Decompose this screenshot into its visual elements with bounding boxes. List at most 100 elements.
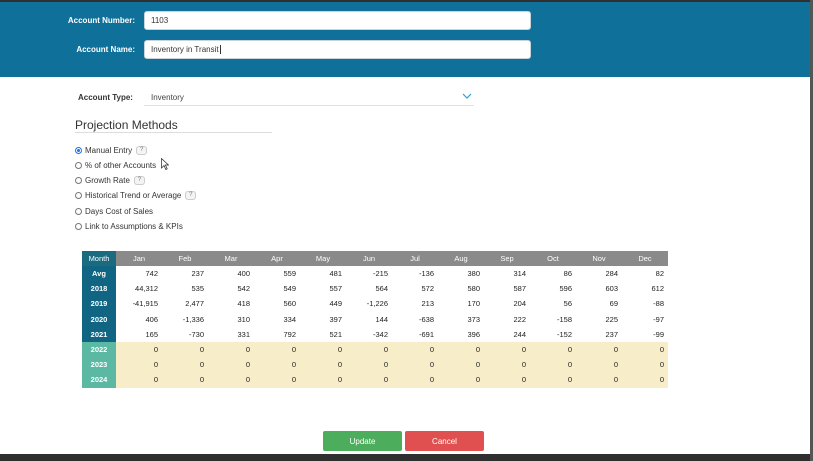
- value-cell[interactable]: 0: [392, 357, 438, 373]
- update-button[interactable]: Update: [323, 431, 402, 451]
- value-cell[interactable]: 0: [484, 357, 530, 373]
- row-year-label: 2019: [82, 296, 116, 312]
- value-cell[interactable]: 0: [438, 357, 484, 373]
- account-name-label: Account Name:: [76, 45, 135, 54]
- value-cell: 612: [651, 284, 664, 294]
- column-header-jan: Jan: [116, 251, 162, 266]
- value-cell: 596: [559, 284, 572, 294]
- help-icon[interactable]: ?: [133, 175, 145, 185]
- value-cell[interactable]: 0: [116, 357, 162, 373]
- value-cell: 560: [283, 299, 296, 309]
- value-cell: 564: [375, 284, 388, 294]
- account-number-input[interactable]: 1103: [144, 11, 531, 30]
- radio-button[interactable]: [75, 161, 82, 169]
- value-cell[interactable]: 0: [392, 341, 438, 358]
- text-caret: [219, 45, 221, 54]
- value-cell[interactable]: 0: [484, 372, 530, 388]
- value-cell[interactable]: 0: [254, 357, 300, 373]
- value-cell: 406: [145, 314, 158, 324]
- value-cell[interactable]: 0: [576, 357, 622, 373]
- value-cell: 400: [237, 269, 250, 279]
- radio-button[interactable]: [75, 146, 82, 154]
- value-cell: 549: [283, 284, 296, 294]
- radio-button[interactable]: [75, 176, 82, 184]
- method-growth-rate[interactable]: Growth Rate ?: [75, 174, 145, 186]
- value-cell[interactable]: 0: [300, 341, 346, 358]
- value-cell[interactable]: 0: [576, 341, 622, 358]
- value-cell[interactable]: 0: [254, 372, 300, 388]
- value-cell[interactable]: 0: [162, 357, 208, 373]
- value-cell: 213: [421, 299, 434, 309]
- value-cell[interactable]: 0: [346, 341, 392, 358]
- method-manual-entry[interactable]: Manual Entry ?: [75, 144, 148, 156]
- value-cell: 170: [467, 299, 480, 309]
- value-cell: 86: [563, 269, 572, 279]
- value-cell[interactable]: 0: [162, 372, 208, 388]
- value-cell: 559: [283, 269, 296, 279]
- value-cell[interactable]: 0: [346, 357, 392, 373]
- value-cell[interactable]: 0: [392, 372, 438, 388]
- value-cell[interactable]: 0: [484, 341, 530, 358]
- method-label: Days Cost of Sales: [85, 206, 154, 216]
- account-name-input[interactable]: Inventory in Transit: [144, 40, 531, 59]
- value-cell[interactable]: 0: [300, 357, 346, 373]
- value-cell[interactable]: 0: [162, 341, 208, 358]
- method-days-cost-of-sales[interactable]: Days Cost of Sales: [75, 205, 153, 217]
- value-cell: 481: [329, 269, 342, 279]
- column-header-jun: Jun: [346, 251, 392, 266]
- value-cell: 284: [605, 269, 618, 279]
- value-cell: -41,915: [132, 299, 158, 309]
- value-cell: -1,226: [366, 299, 388, 309]
- value-cell[interactable]: 0: [116, 341, 162, 358]
- radio-button[interactable]: [75, 191, 82, 199]
- value-cell[interactable]: 0: [438, 341, 484, 358]
- radio-button[interactable]: [75, 207, 82, 215]
- value-cell[interactable]: 0: [530, 372, 576, 388]
- value-cell: -342: [372, 329, 388, 339]
- value-cell: 222: [513, 314, 526, 324]
- value-cell[interactable]: 0: [576, 372, 622, 388]
- value-cell[interactable]: 0: [438, 372, 484, 388]
- value-cell[interactable]: 0: [622, 357, 668, 373]
- method-label: Manual Entry: [85, 145, 133, 155]
- value-cell[interactable]: 0: [208, 372, 254, 388]
- value-cell: 418: [237, 299, 250, 309]
- method-historical-trend[interactable]: Historical Trend or Average ?: [75, 189, 197, 201]
- value-cell[interactable]: 0: [530, 357, 576, 373]
- value-cell[interactable]: 0: [208, 341, 254, 358]
- value-cell: 310: [237, 314, 250, 324]
- account-type-select[interactable]: Inventory: [151, 93, 184, 102]
- table-row: Avg 742 237 400 559 481 -215 -136 380 314 86 284 82: [82, 266, 668, 282]
- column-header-aug: Aug: [438, 251, 484, 266]
- value-cell[interactable]: 0: [208, 357, 254, 373]
- method-label: Growth Rate: [85, 175, 130, 185]
- value-cell[interactable]: 0: [116, 372, 162, 388]
- value-cell: -638: [418, 314, 434, 324]
- value-cell: 587: [513, 284, 526, 294]
- account-name-value: Inventory in Transit: [151, 45, 219, 54]
- value-cell: 204: [513, 299, 526, 309]
- value-cell[interactable]: 0: [254, 341, 300, 358]
- radio-button[interactable]: [75, 222, 82, 230]
- value-cell: 82: [655, 269, 664, 279]
- column-header-mar: Mar: [208, 251, 254, 266]
- value-cell[interactable]: 0: [622, 341, 668, 358]
- help-icon[interactable]: ?: [136, 145, 148, 155]
- method-label: Link to Assumptions & KPIs: [85, 221, 183, 231]
- method-percent-other-accounts[interactable]: % of other Accounts: [75, 159, 156, 171]
- value-cell: 144: [375, 314, 388, 324]
- edit-account-modal: Account Number: 1103 Account Name: Inven…: [0, 2, 810, 454]
- row-year-label: 2023: [82, 357, 116, 373]
- value-cell: -158: [556, 314, 572, 324]
- value-cell[interactable]: 0: [530, 341, 576, 358]
- help-icon[interactable]: ?: [185, 190, 197, 200]
- cancel-button[interactable]: Cancel: [405, 431, 484, 451]
- value-cell[interactable]: 0: [622, 372, 668, 388]
- column-header-nov: Nov: [576, 251, 622, 266]
- value-cell: -136: [418, 269, 434, 279]
- column-header-jul: Jul: [392, 251, 438, 266]
- value-cell[interactable]: 0: [300, 372, 346, 388]
- value-cell[interactable]: 0: [346, 372, 392, 388]
- method-link-assumptions[interactable]: Link to Assumptions & KPIs: [75, 220, 183, 232]
- chevron-down-icon[interactable]: [462, 91, 472, 101]
